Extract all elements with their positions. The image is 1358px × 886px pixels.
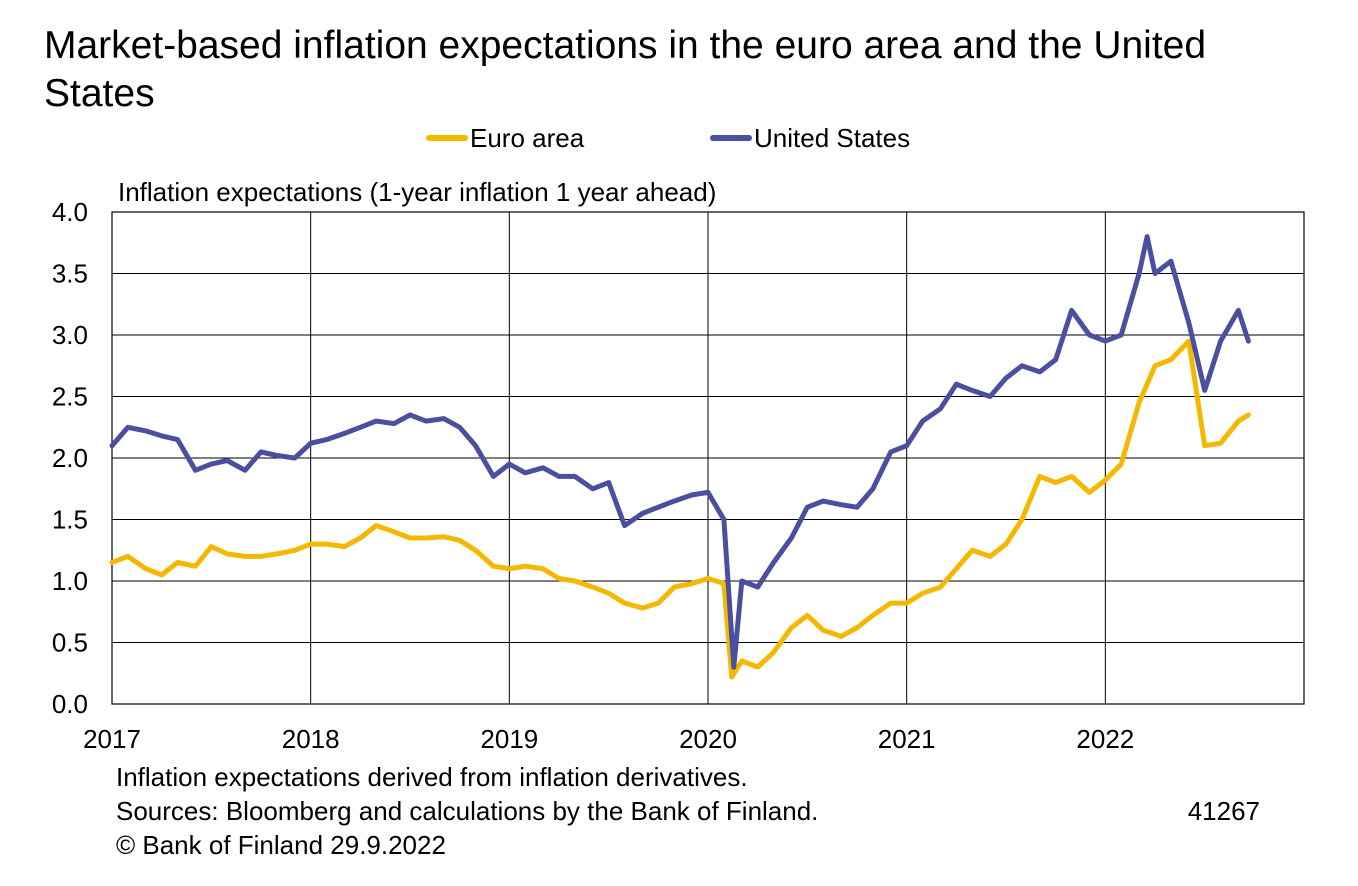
legend-swatch-euro-area xyxy=(426,135,468,141)
legend-item-united-states: United States xyxy=(710,118,910,158)
footnote-method: Inflation expectations derived from infl… xyxy=(116,762,748,792)
chart-id: 41267 xyxy=(1187,796,1260,826)
y-tick-label: 0.5 xyxy=(52,628,88,658)
series-line-united-states xyxy=(109,234,1251,670)
y-tick-label: 4.0 xyxy=(52,197,88,227)
y-tick-label: 3.0 xyxy=(52,320,88,350)
y-tick-label: 2.0 xyxy=(52,443,88,473)
y-tick-label: 3.5 xyxy=(52,259,88,289)
footnote-sources: Sources: Bloomberg and calculations by t… xyxy=(116,796,819,826)
x-tick-label: 2022 xyxy=(1076,724,1134,754)
y-tick-label: 2.5 xyxy=(52,382,88,412)
chart-title: Market-based inflation expectations in t… xyxy=(44,24,1207,115)
y-axis-label: Inflation expectations (1-year inflation… xyxy=(118,177,717,207)
legend: Euro area United States xyxy=(0,118,1358,158)
legend-label-united-states: United States xyxy=(754,122,911,153)
legend-swatch-united-states xyxy=(710,135,752,141)
x-tick-label: 2021 xyxy=(878,724,936,754)
x-tick-label: 2017 xyxy=(83,724,141,754)
legend-label-euro-area: Euro area xyxy=(470,122,585,153)
y-tick-label: 1.5 xyxy=(52,505,88,535)
legend-item-euro-area: Euro area xyxy=(426,118,584,158)
y-tick-label: 0.0 xyxy=(52,689,88,719)
series-line-euro-area xyxy=(109,338,1251,680)
footnote-copyright: © Bank of Finland 29.9.2022 xyxy=(116,830,446,860)
x-tick-label: 2020 xyxy=(679,724,737,754)
plot-frame xyxy=(111,211,1305,705)
y-tick-label: 1.0 xyxy=(52,566,88,596)
x-tick-label: 2019 xyxy=(480,724,538,754)
x-tick-label: 2018 xyxy=(282,724,340,754)
